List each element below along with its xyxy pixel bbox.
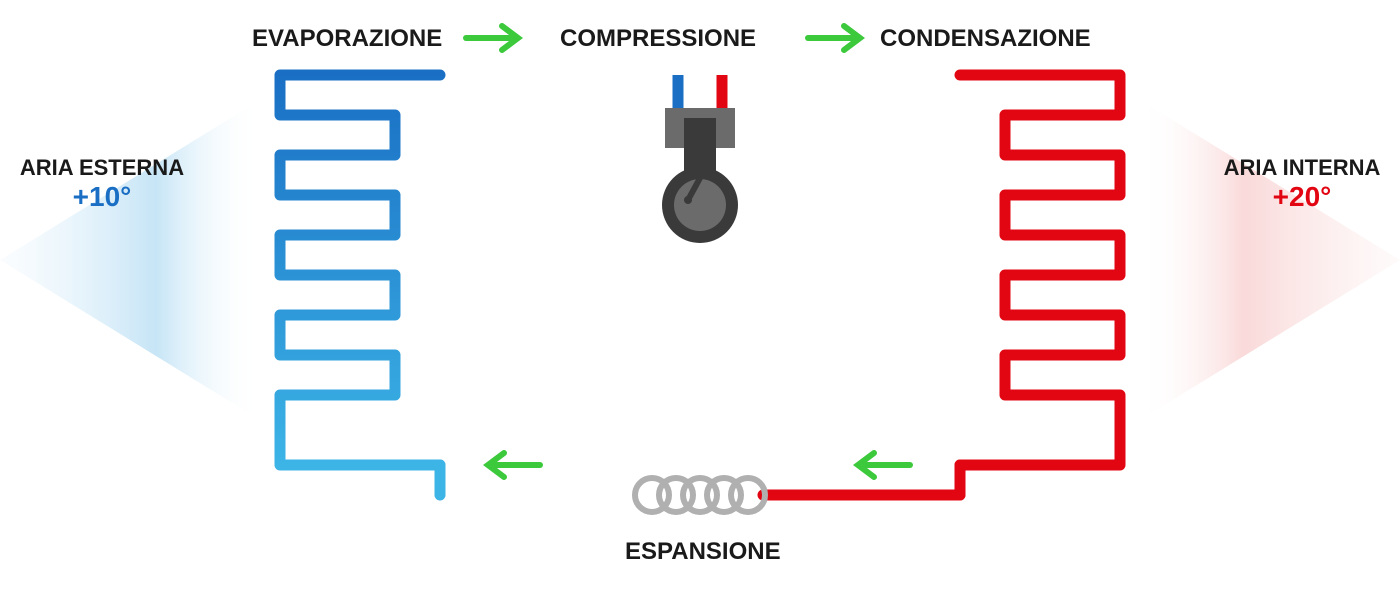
flow-arrow-bottom-left — [488, 453, 540, 477]
temp-cold-value: +10° — [73, 181, 132, 212]
temp-hot-value: +20° — [1273, 181, 1332, 212]
label-condensazione: CONDENSAZIONE — [880, 25, 1091, 53]
aria-esterna-text: ARIA ESTERNA — [20, 155, 184, 180]
label-compressione: COMPRESSIONE — [560, 25, 756, 53]
label-evaporazione: EVAPORAZIONE — [252, 25, 442, 53]
flow-arrow-bottom-right — [858, 453, 910, 477]
flow-arrow-comp-cond — [808, 26, 860, 50]
label-aria-esterna: ARIA ESTERNA +10° — [12, 155, 192, 213]
aria-interna-text: ARIA INTERNA — [1224, 155, 1381, 180]
label-espansione: ESPANSIONE — [625, 538, 781, 566]
flow-arrow-evap-comp — [466, 26, 518, 50]
hot-air-arrow — [1140, 100, 1400, 420]
compressor-icon — [662, 108, 738, 243]
evaporator-coil — [280, 75, 440, 465]
condenser-coil — [960, 75, 1120, 465]
heat-pump-diagram: EVAPORAZIONE COMPRESSIONE CONDENSAZIONE … — [0, 0, 1400, 600]
expansion-valve-icon — [635, 478, 765, 512]
diagram-svg — [0, 0, 1400, 600]
cold-air-arrow — [0, 100, 260, 420]
label-aria-interna: ARIA INTERNA +20° — [1212, 155, 1392, 213]
